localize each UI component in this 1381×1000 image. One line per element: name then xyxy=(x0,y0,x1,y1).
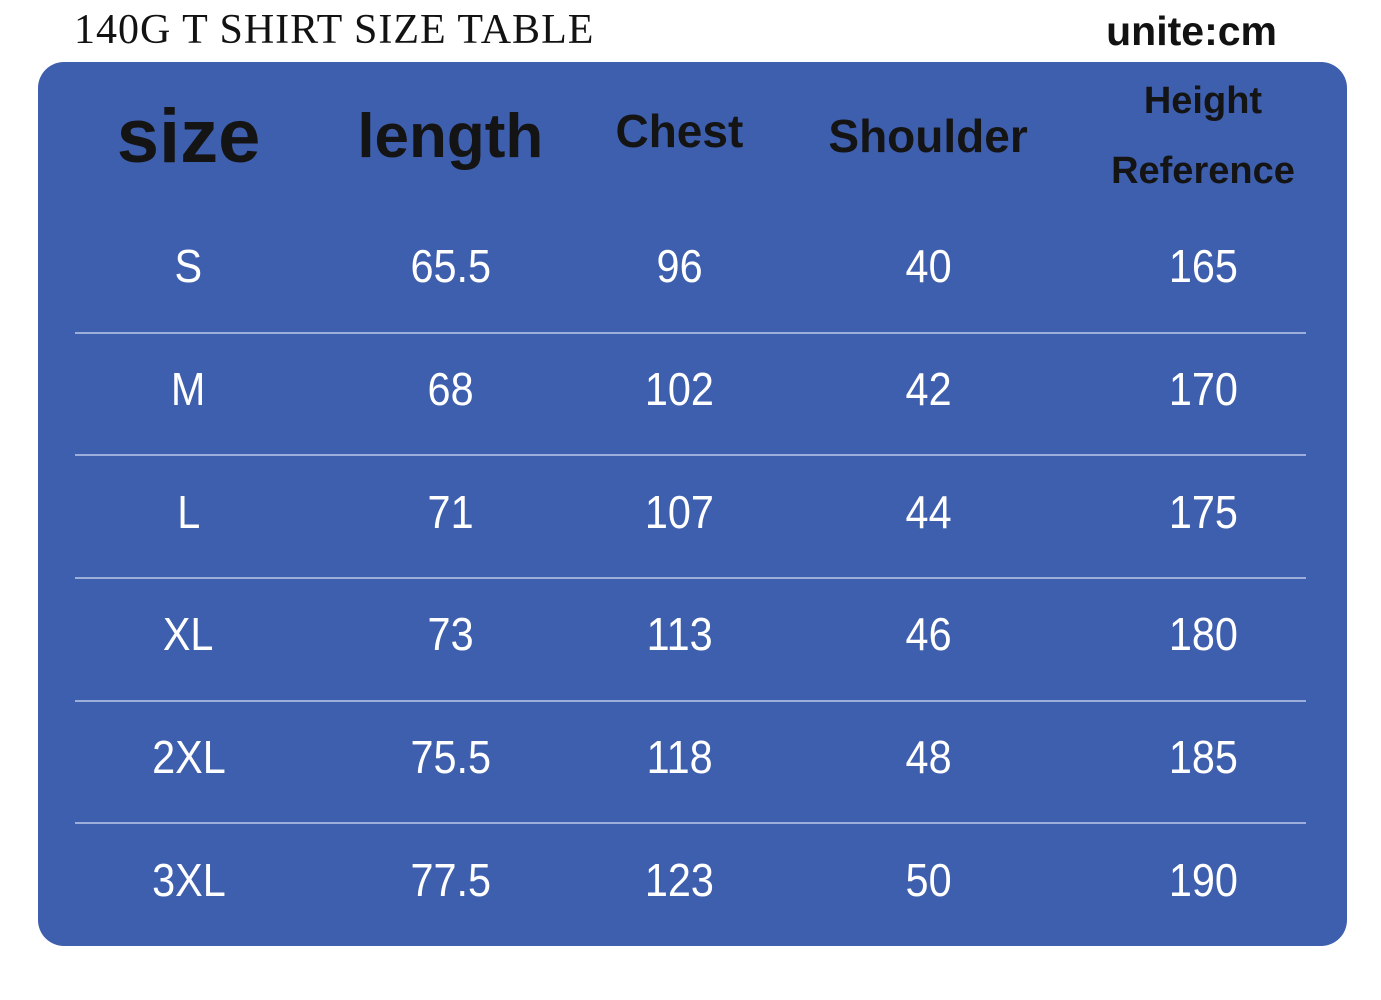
header-height-line1: Height xyxy=(1143,80,1263,122)
cell-length: 75.5 xyxy=(339,701,562,824)
cell-chest: 123 xyxy=(562,823,798,946)
cell-height: 185 xyxy=(1059,701,1347,824)
header-length: length xyxy=(357,101,544,171)
cell-chest: 96 xyxy=(562,210,798,333)
cell-value: 65.5 xyxy=(410,240,491,293)
cell-shoulder: 44 xyxy=(797,455,1059,578)
header-chest: Chest xyxy=(615,105,744,157)
cell-value: 2XL xyxy=(151,730,226,783)
cell-height: 190 xyxy=(1059,823,1347,946)
cell-value: 190 xyxy=(1168,853,1238,906)
cell-value: S xyxy=(174,240,203,293)
cell-value: 107 xyxy=(644,485,714,538)
cell-value: 96 xyxy=(656,240,703,293)
cell-value: XL xyxy=(163,608,214,661)
cell-chest: 113 xyxy=(562,578,798,701)
cell-value: 50 xyxy=(905,853,952,906)
cell-length: 73 xyxy=(339,578,562,701)
header-height-line2: Reference xyxy=(1111,150,1295,192)
cell-value: L xyxy=(177,485,201,538)
cell-value: 44 xyxy=(905,485,952,538)
cell-height: 165 xyxy=(1059,210,1347,333)
cell-length: 68 xyxy=(339,333,562,456)
cell-chest: 118 xyxy=(562,701,798,824)
cell-value: 73 xyxy=(427,608,474,661)
table-row: S 65.5 96 40 165 xyxy=(38,210,1347,333)
cell-size: S xyxy=(38,210,339,333)
cell-size: 2XL xyxy=(38,701,339,824)
cell-value: 75.5 xyxy=(410,730,491,783)
table-row: 3XL 77.5 123 50 190 xyxy=(38,822,1347,946)
table-row: 2XL 75.5 118 48 185 xyxy=(38,699,1347,824)
cell-height: 170 xyxy=(1059,333,1347,456)
cell-value: 175 xyxy=(1168,485,1238,538)
cell-chest: 102 xyxy=(562,333,798,456)
cell-value: 165 xyxy=(1168,240,1238,293)
table-row: L 71 107 44 175 xyxy=(38,454,1347,578)
cell-value: 68 xyxy=(427,362,474,415)
cell-value: 170 xyxy=(1168,362,1238,415)
cell-value: M xyxy=(171,362,206,415)
cell-value: 42 xyxy=(905,362,952,415)
cell-value: 71 xyxy=(427,485,474,538)
cell-shoulder: 48 xyxy=(797,701,1059,824)
cell-shoulder: 46 xyxy=(797,578,1059,701)
cell-value: 102 xyxy=(644,362,714,415)
cell-shoulder: 42 xyxy=(797,333,1059,456)
cell-length: 77.5 xyxy=(339,823,562,946)
table-row: XL 73 113 46 180 xyxy=(38,576,1347,701)
cell-size: M xyxy=(38,333,339,456)
size-table: size length Chest Shoulder Height Refere… xyxy=(38,62,1347,946)
header-shoulder: Shoulder xyxy=(828,110,1028,162)
page-title: 140G T SHIRT SIZE TABLE xyxy=(74,7,595,53)
cell-value: 48 xyxy=(905,730,952,783)
cell-size: XL xyxy=(38,578,339,701)
table-row: M 68 102 42 170 xyxy=(38,331,1347,456)
cell-length: 71 xyxy=(339,455,562,578)
cell-value: 185 xyxy=(1168,730,1238,783)
cell-shoulder: 40 xyxy=(797,210,1059,333)
cell-value: 77.5 xyxy=(410,853,491,906)
cell-size: L xyxy=(38,455,339,578)
cell-value: 46 xyxy=(905,608,952,661)
cell-value: 3XL xyxy=(151,853,226,906)
cell-height: 180 xyxy=(1059,578,1347,701)
cell-value: 118 xyxy=(646,730,713,783)
unit-label: unite:cm xyxy=(1106,8,1277,54)
cell-length: 65.5 xyxy=(339,210,562,333)
cell-value: 180 xyxy=(1168,608,1238,661)
cell-value: 40 xyxy=(905,240,952,293)
cell-height: 175 xyxy=(1059,455,1347,578)
cell-shoulder: 50 xyxy=(797,823,1059,946)
cell-size: 3XL xyxy=(38,823,339,946)
cell-value: 123 xyxy=(644,853,714,906)
table-header-row: size length Chest Shoulder Height Refere… xyxy=(38,62,1347,210)
header-size: size xyxy=(116,93,261,179)
cell-value: 113 xyxy=(646,608,713,661)
cell-chest: 107 xyxy=(562,455,798,578)
header-height-reference: Height Reference xyxy=(1059,62,1347,210)
